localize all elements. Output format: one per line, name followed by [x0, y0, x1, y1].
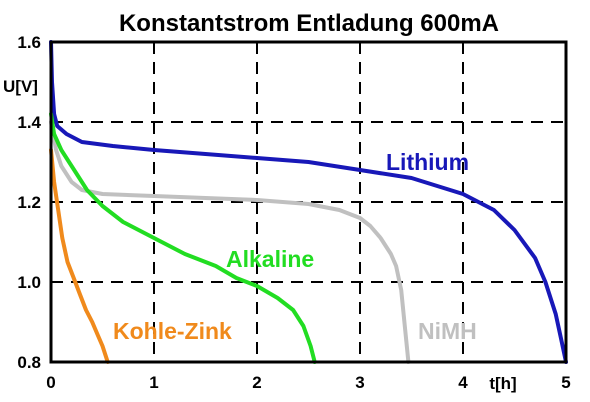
y-tick-label: 1.4 [17, 113, 41, 132]
y-tick-label: 1.6 [17, 33, 41, 52]
y-axis-label: U[V] [3, 77, 38, 96]
series-line-alkaline [49, 112, 317, 364]
x-tick-label: 5 [561, 373, 570, 392]
series-label-nimh: NiMH [418, 318, 477, 344]
y-tick-label: 1.2 [17, 193, 41, 212]
y-tick-label: 0.8 [17, 353, 41, 372]
tick-labels: 0 1 2 3 4 5 0.8 1.0 1.2 1.4 1.6 [17, 33, 570, 392]
x-tick-label: 4 [458, 373, 468, 392]
plot-frame [49, 40, 568, 364]
series-label-kohle-zink: Kohle-Zink [113, 318, 232, 344]
series-lines [49, 40, 568, 364]
series-line-lithium [49, 40, 568, 364]
series-label-lithium: Lithium [386, 149, 469, 175]
series-line-kohle-zink [49, 148, 110, 364]
series-labels: Lithium Alkaline NiMH Kohle-Zink [113, 149, 477, 344]
series-line-nimh [49, 120, 411, 364]
series-label-alkaline: Alkaline [226, 246, 314, 272]
x-tick-label: 0 [46, 373, 55, 392]
x-tick-label: 3 [355, 373, 364, 392]
chart-title: Konstantstrom Entladung 600mA [119, 10, 499, 37]
x-axis-label: t[h] [489, 374, 516, 393]
y-tick-label: 1.0 [17, 273, 41, 292]
x-tick-label: 1 [149, 373, 158, 392]
x-tick-label: 2 [252, 373, 261, 392]
